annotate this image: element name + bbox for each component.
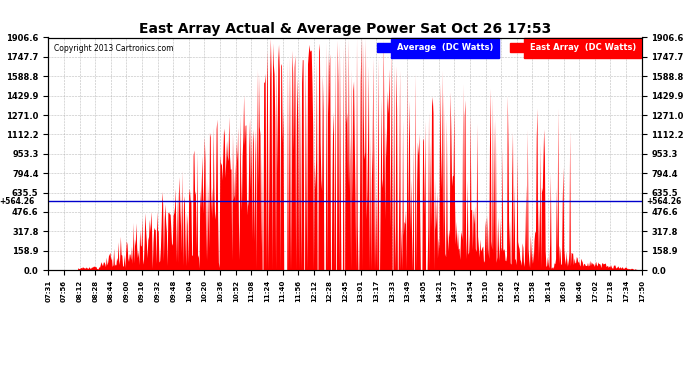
Title: East Array Actual & Average Power Sat Oct 26 17:53: East Array Actual & Average Power Sat Oc… xyxy=(139,22,551,36)
Text: +564.26: +564.26 xyxy=(0,197,35,206)
Legend: Average  (DC Watts), East Array  (DC Watts): Average (DC Watts), East Array (DC Watts… xyxy=(375,42,638,54)
Text: Copyright 2013 Cartronics.com: Copyright 2013 Cartronics.com xyxy=(55,45,174,54)
Text: +564.26: +564.26 xyxy=(646,197,681,206)
